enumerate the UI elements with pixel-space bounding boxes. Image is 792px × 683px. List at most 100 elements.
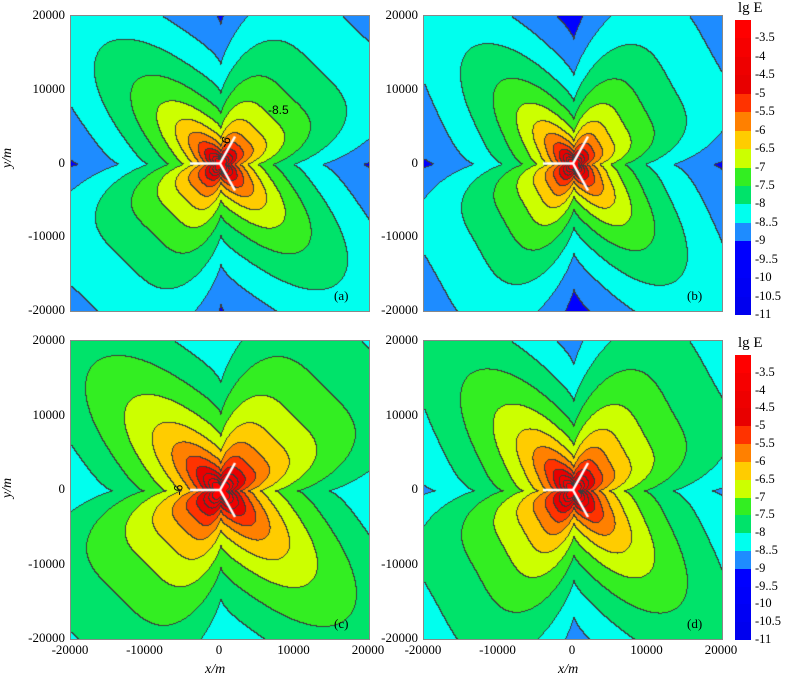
colorbar-swatch [735, 296, 751, 315]
colorbar-swatch [735, 550, 751, 569]
contour-panel-d [423, 340, 723, 640]
panel-label: (b) [687, 288, 703, 303]
colorbar-swatch [735, 426, 751, 445]
y-tick-label: -10000 [28, 555, 65, 571]
y-tick-label: -10000 [381, 228, 418, 244]
colorbar-swatch [735, 568, 751, 587]
y-tick-label: -10000 [28, 228, 65, 244]
colorbar-swatch [735, 38, 751, 57]
colorbar-swatch [735, 93, 751, 113]
colorbar-swatch [735, 355, 751, 373]
colorbar-swatch [735, 408, 751, 427]
colorbar-tick-label: -4.5 [755, 67, 775, 82]
colorbar-swatch [735, 586, 751, 605]
colorbar-tick-label: -10.5 [755, 288, 782, 303]
contour-label: -8.5 [268, 103, 289, 117]
colorbar-tick-label: -7 [755, 489, 766, 504]
colorbar-swatch [735, 204, 751, 223]
colorbar-tick-label: -7 [755, 159, 766, 174]
y-tick-label: -10000 [381, 555, 418, 571]
colorbar-tick-label: -10 [755, 270, 772, 285]
y-tick-label: 10000 [385, 406, 419, 422]
y-tick-label: -20000 [28, 630, 65, 645]
colorbar-swatch [735, 185, 751, 205]
y-tick-label: 20000 [385, 332, 419, 347]
colorbar-tick-label: -5 [755, 418, 766, 433]
x-tick-label: 20000 [704, 642, 738, 657]
colorbar-swatch [735, 372, 751, 391]
x-tick-label: -10000 [479, 642, 516, 657]
colorbar-tick-label: -9 [755, 233, 766, 248]
y-tick-label: 10000 [32, 80, 66, 96]
colorbar-tick-label: -8..5 [755, 542, 778, 557]
colorbar-swatch [735, 604, 751, 623]
colorbar-tick-label: -8..5 [755, 214, 778, 229]
contour-label: -6 [171, 484, 186, 496]
colorbar-tick-label: -5.5 [755, 104, 775, 119]
panel-label: (d) [687, 616, 703, 631]
contour-panel-b [423, 15, 723, 312]
colorbar-title: lg E [738, 335, 763, 351]
x-axis-label-right: x/m [558, 662, 579, 677]
colorbar [735, 355, 751, 640]
colorbar-swatch [735, 222, 751, 242]
y-tick-label: 0 [58, 481, 66, 496]
y-tick-label: 0 [411, 481, 419, 496]
y-tick-label: 0 [58, 154, 66, 170]
colorbar-swatch [735, 461, 751, 480]
panel-label: (a) [334, 288, 349, 303]
contour-field [71, 341, 369, 639]
x-tick-label: 20000 [351, 642, 385, 657]
colorbar-tick-label: -6 [755, 453, 766, 468]
colorbar-swatch [735, 112, 751, 131]
x-tick-label: -10000 [126, 642, 163, 657]
y-tick-label: 10000 [32, 406, 66, 422]
colorbar-tick-label: -7.5 [755, 507, 775, 522]
x-tick-label: -20000 [51, 642, 89, 657]
y-tick-label: 10000 [385, 80, 419, 96]
x-tick-label: 0 [568, 642, 576, 657]
colorbar-swatch [735, 56, 751, 76]
colorbar-tick-label: -9..5 [755, 251, 778, 266]
colorbar-tick-label: -7.5 [755, 177, 775, 192]
colorbar-tick-label: -6.5 [755, 471, 775, 486]
colorbar-swatch [735, 167, 751, 186]
x-tick-label: 10000 [630, 642, 663, 657]
contour-panel-a [70, 15, 370, 312]
colorbar-swatch [735, 241, 751, 260]
colorbar-tick-label: -6.5 [755, 141, 775, 156]
colorbar-swatch [735, 444, 751, 462]
colorbar-swatch [735, 390, 751, 409]
y-tick-label: -20000 [381, 630, 418, 645]
y-axis-label-top: y/m [0, 147, 16, 169]
colorbar-tick-label: -5 [755, 85, 766, 100]
colorbar-tick-label: -4 [755, 382, 766, 397]
colorbar-tick-label: -11 [755, 632, 772, 646]
colorbar-swatch [735, 20, 751, 39]
contour-field [424, 16, 722, 311]
colorbar-tick-label: -8 [755, 196, 766, 211]
x-axis-label-left: x/m [205, 662, 226, 677]
y-tick-label: 20000 [385, 7, 419, 22]
contour-field [424, 341, 722, 639]
colorbar-tick-label: -9 [755, 560, 766, 575]
colorbar-swatch [735, 149, 751, 168]
x-tick-label: -20000 [404, 642, 442, 657]
colorbar-swatch [735, 515, 751, 534]
y-tick-label: 20000 [32, 332, 66, 347]
colorbar-tick-label: -5.5 [755, 436, 775, 451]
colorbar [735, 20, 751, 315]
contour-field [71, 16, 369, 311]
y-axis-label-bottom: y/m [0, 477, 16, 499]
colorbar-swatch [735, 259, 751, 279]
y-tick-label: 0 [411, 154, 419, 170]
x-tick-label: 10000 [277, 642, 310, 657]
colorbar-swatch [735, 75, 751, 94]
colorbar-title: lg E [738, 0, 763, 16]
colorbar-tick-label: -10.5 [755, 614, 782, 629]
y-tick-label: 20000 [32, 7, 66, 22]
colorbar-tick-label: -8 [755, 525, 766, 540]
colorbar-tick-label: -3.5 [755, 30, 775, 45]
y-tick-label: -20000 [28, 302, 65, 317]
